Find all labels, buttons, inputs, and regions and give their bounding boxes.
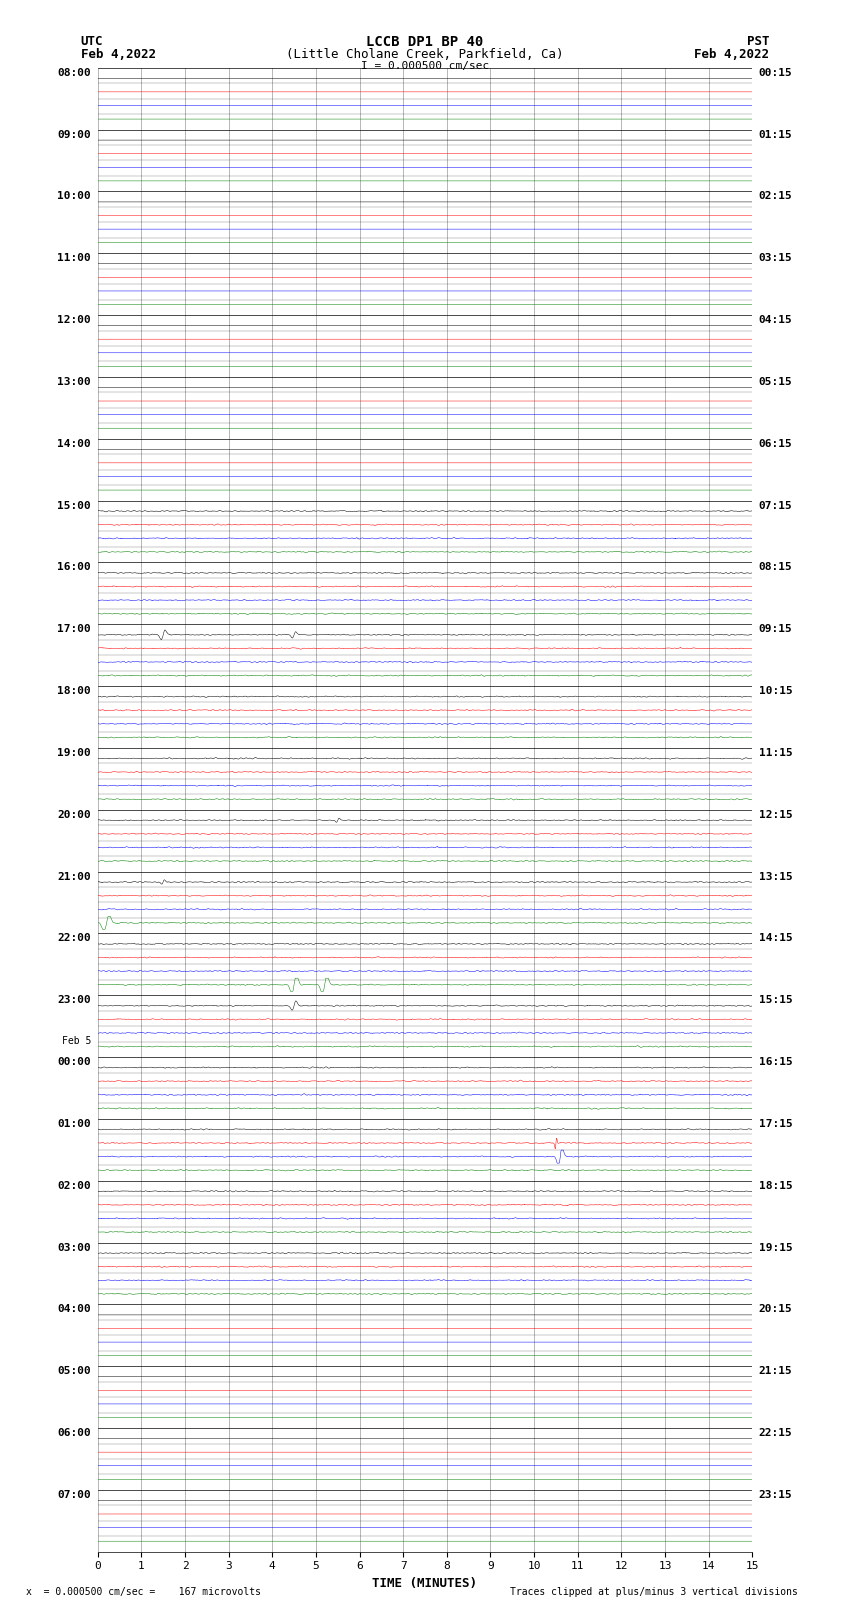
- Text: 05:00: 05:00: [58, 1366, 91, 1376]
- Text: 18:15: 18:15: [759, 1181, 792, 1190]
- Text: LCCB DP1 BP 40: LCCB DP1 BP 40: [366, 35, 484, 50]
- Text: I = 0.000500 cm/sec: I = 0.000500 cm/sec: [361, 61, 489, 71]
- Text: 23:00: 23:00: [58, 995, 91, 1005]
- Text: 02:00: 02:00: [58, 1181, 91, 1190]
- Text: UTC: UTC: [81, 35, 103, 48]
- Text: 06:00: 06:00: [58, 1428, 91, 1439]
- Text: 22:15: 22:15: [759, 1428, 792, 1439]
- Text: 20:00: 20:00: [58, 810, 91, 819]
- Text: 16:15: 16:15: [759, 1057, 792, 1068]
- Text: Traces clipped at plus/minus 3 vertical divisions: Traces clipped at plus/minus 3 vertical …: [510, 1587, 798, 1597]
- Text: 17:15: 17:15: [759, 1119, 792, 1129]
- Text: 09:15: 09:15: [759, 624, 792, 634]
- Text: 12:15: 12:15: [759, 810, 792, 819]
- Text: x  = 0.000500 cm/sec =    167 microvolts: x = 0.000500 cm/sec = 167 microvolts: [26, 1587, 260, 1597]
- Text: 21:00: 21:00: [58, 871, 91, 882]
- Text: 14:00: 14:00: [58, 439, 91, 448]
- Text: 23:15: 23:15: [759, 1490, 792, 1500]
- Text: 03:00: 03:00: [58, 1242, 91, 1253]
- Text: 05:15: 05:15: [759, 377, 792, 387]
- Text: (Little Cholane Creek, Parkfield, Ca): (Little Cholane Creek, Parkfield, Ca): [286, 48, 564, 61]
- Text: 21:15: 21:15: [759, 1366, 792, 1376]
- Text: 03:15: 03:15: [759, 253, 792, 263]
- Text: Feb 4,2022: Feb 4,2022: [694, 48, 769, 61]
- Text: 19:00: 19:00: [58, 748, 91, 758]
- Text: 15:00: 15:00: [58, 500, 91, 511]
- Text: 18:00: 18:00: [58, 686, 91, 697]
- Text: 00:15: 00:15: [759, 68, 792, 77]
- Text: Feb 4,2022: Feb 4,2022: [81, 48, 156, 61]
- Text: 15:15: 15:15: [759, 995, 792, 1005]
- Text: PST: PST: [747, 35, 769, 48]
- Text: 11:15: 11:15: [759, 748, 792, 758]
- Text: 10:15: 10:15: [759, 686, 792, 697]
- Text: 17:00: 17:00: [58, 624, 91, 634]
- Text: 10:00: 10:00: [58, 192, 91, 202]
- Text: 11:00: 11:00: [58, 253, 91, 263]
- Text: 12:00: 12:00: [58, 315, 91, 326]
- Text: 02:15: 02:15: [759, 192, 792, 202]
- Text: 09:00: 09:00: [58, 129, 91, 140]
- Text: 00:00: 00:00: [58, 1057, 91, 1068]
- Text: 01:15: 01:15: [759, 129, 792, 140]
- Text: 20:15: 20:15: [759, 1305, 792, 1315]
- X-axis label: TIME (MINUTES): TIME (MINUTES): [372, 1578, 478, 1590]
- Text: 04:00: 04:00: [58, 1305, 91, 1315]
- Text: 14:15: 14:15: [759, 934, 792, 944]
- Text: 08:15: 08:15: [759, 563, 792, 573]
- Text: 07:00: 07:00: [58, 1490, 91, 1500]
- Text: 13:15: 13:15: [759, 871, 792, 882]
- Text: 16:00: 16:00: [58, 563, 91, 573]
- Text: 19:15: 19:15: [759, 1242, 792, 1253]
- Text: 08:00: 08:00: [58, 68, 91, 77]
- Text: 13:00: 13:00: [58, 377, 91, 387]
- Text: 07:15: 07:15: [759, 500, 792, 511]
- Text: Feb 5: Feb 5: [62, 1036, 91, 1045]
- Text: 22:00: 22:00: [58, 934, 91, 944]
- Text: 04:15: 04:15: [759, 315, 792, 326]
- Text: 06:15: 06:15: [759, 439, 792, 448]
- Text: 01:00: 01:00: [58, 1119, 91, 1129]
